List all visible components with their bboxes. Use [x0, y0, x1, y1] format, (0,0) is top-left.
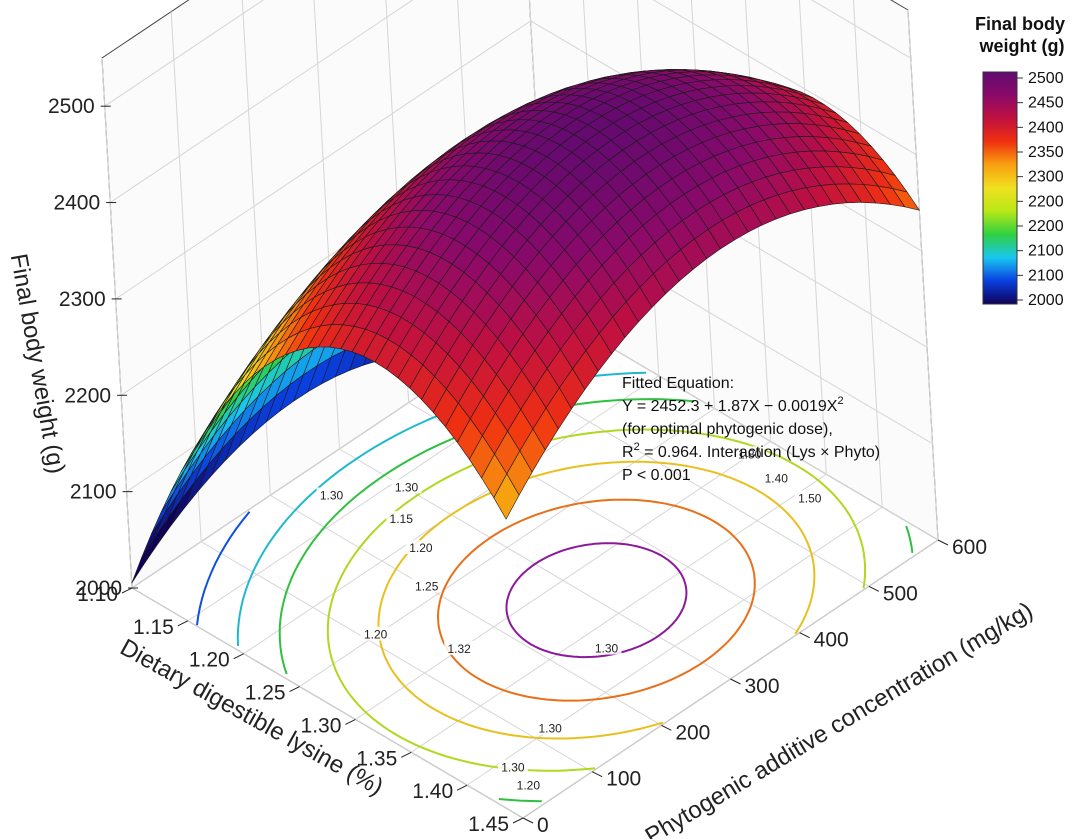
x-tick-mark — [345, 718, 356, 725]
colorbar-tick-label: 2450 — [1028, 95, 1064, 112]
fitted-equation-annotation: Fitted Equation: Y = 2452.3 + 1.87X − 0.… — [622, 375, 880, 484]
contour-label: 1.20 — [409, 541, 433, 555]
colorbar-title-line-2: weight (g) — [979, 36, 1065, 56]
contour-label: 1.80 — [738, 447, 762, 461]
x-tick-label: 1.25 — [245, 682, 286, 705]
colorbar-tick-label: 2100 — [1028, 243, 1064, 260]
colorbar-tick-label: 2200 — [1028, 193, 1064, 210]
surface-cell — [493, 473, 520, 520]
z-axis-ticks: 2000 2100 2200 2300 2400 2500 — [48, 95, 138, 600]
grid-line — [810, 0, 911, 59]
x-tick-mark — [177, 620, 189, 627]
equation-line-5: P < 0.001 — [622, 467, 691, 484]
contour-line — [377, 460, 816, 740]
y-tick-mark — [730, 678, 741, 685]
z-tick-label: 2000 — [75, 577, 122, 600]
x-tick-mark — [121, 587, 133, 594]
equation-line-3: (for optimal phytogenic dose), — [622, 421, 833, 438]
colorbar-title-line-1: Final body — [975, 14, 1065, 34]
contour-label: 1.30 — [320, 489, 344, 503]
contour-label: 1.50 — [798, 491, 822, 505]
contour-line — [326, 428, 867, 772]
z-tick-label: 2500 — [48, 95, 95, 118]
colorbar-tick-label: 2100 — [1028, 267, 1064, 284]
y-axis-ticks: 0 100 200 300 400 500 600 — [522, 536, 987, 837]
y-tick-mark — [661, 724, 672, 731]
x-tick-label: 1.35 — [356, 747, 397, 770]
x-axis-ticks: 1.10 1.15 1.20 1.25 1.30 1.35 1.40 1.45 — [77, 583, 524, 836]
response-surface — [131, 69, 920, 584]
colorbar: Final body weight (g) 2500 2450 2400 2350 23… — [975, 14, 1065, 309]
colorbar-tick-label: 2350 — [1028, 144, 1064, 161]
equation-line-1: Fitted Equation: — [622, 375, 734, 392]
colorbar-tick-label: 2500 — [1028, 70, 1064, 87]
x-tick-mark — [401, 751, 412, 758]
y-tick-label: 400 — [814, 629, 849, 652]
z-tick-label: 2200 — [64, 384, 111, 407]
y-tick-label: 300 — [745, 675, 780, 698]
grid-line — [907, 9, 939, 541]
y-tick-label: 200 — [675, 721, 710, 744]
contour-label: 1.15 — [390, 512, 414, 526]
y-tick-label: 600 — [952, 536, 987, 559]
contour-line — [436, 498, 756, 702]
contour-label: 1.30 — [538, 722, 562, 736]
x-tick-label: 1.45 — [468, 813, 509, 836]
contour-line — [505, 542, 688, 659]
contour-label: 1.30 — [395, 480, 419, 494]
y-tick-mark — [522, 817, 534, 824]
x-tick-label: 1.40 — [412, 780, 453, 803]
x-tick-mark — [456, 784, 468, 791]
x-tick-label: 1.10 — [77, 583, 118, 606]
equation-line-2: Y = 2452.3 + 1.87X − 0.0019X2 — [622, 395, 844, 415]
contour-label: 1.25 — [415, 579, 439, 593]
grid-line — [652, 0, 917, 155]
y-tick-label: 100 — [606, 768, 641, 791]
y-tick-mark — [799, 632, 810, 639]
y-tick-mark — [868, 585, 880, 592]
x-tick-label: 1.20 — [189, 649, 230, 672]
colorbar-tick-label: 2400 — [1028, 119, 1064, 136]
y-tick-label: 0 — [537, 814, 549, 837]
x-tick-mark — [512, 817, 524, 824]
grid-line — [200, 541, 593, 773]
colorbar-tick-label: 2000 — [1028, 292, 1064, 309]
z-tick-label: 2100 — [70, 481, 117, 504]
x-tick-label: 1.15 — [133, 616, 174, 639]
z-tick-label: 2400 — [53, 192, 100, 215]
contour-label: 1.40 — [765, 472, 789, 486]
contour-label: 1.32 — [447, 642, 471, 656]
y-tick-mark — [591, 771, 603, 778]
y-tick-label: 500 — [883, 582, 918, 605]
y-tick-mark — [937, 539, 949, 546]
contour-label: 1.30 — [501, 761, 525, 775]
colorbar-tick-label: 2200 — [1028, 218, 1064, 235]
colorbar-tick-label: 2300 — [1028, 169, 1064, 186]
grid-line — [101, 57, 133, 589]
z-tick-label: 2300 — [59, 288, 106, 311]
contour-label: 1.20 — [517, 778, 541, 792]
x-tick-mark — [233, 653, 244, 660]
grid-line — [270, 494, 662, 726]
z-axis-label: Final body weight (g) — [5, 252, 70, 476]
equation-line-4: R2 = 0.964. Interaction (Lys × Phyto) — [622, 441, 880, 461]
x-tick-label: 1.30 — [301, 714, 342, 737]
contour-line — [278, 398, 914, 803]
colorbar-gradient — [982, 71, 1018, 305]
contour-label: 1.30 — [595, 642, 619, 656]
grid-line — [852, 0, 883, 508]
grid-line — [131, 587, 524, 819]
contour-label: 1.20 — [364, 628, 388, 642]
colorbar-ticks: 2500 2450 2400 2350 2300 2200 2200 2100 2100 2000 — [1017, 70, 1064, 309]
x-tick-mark — [289, 686, 300, 693]
grid-line — [798, 0, 827, 475]
